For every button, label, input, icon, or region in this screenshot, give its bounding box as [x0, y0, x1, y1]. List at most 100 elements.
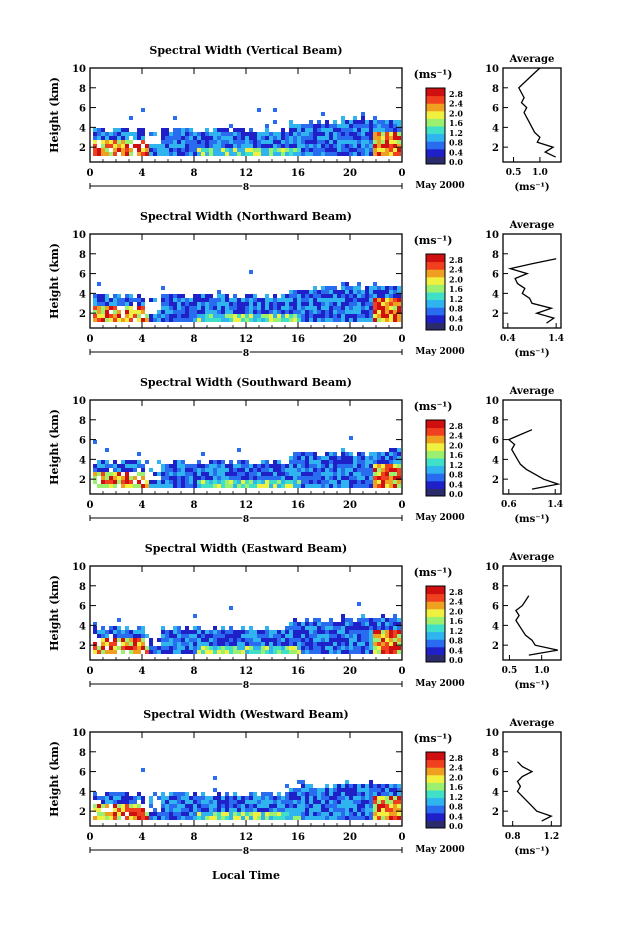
heatmap-cell [341, 642, 345, 646]
heatmap-cell [397, 472, 401, 476]
heatmap-cell [285, 804, 289, 808]
heatmap-cell [293, 456, 297, 460]
heatmap-cell [305, 460, 309, 464]
heatmap-cell [141, 302, 145, 306]
heatmap-cell [225, 484, 229, 488]
heatmap-cell [337, 128, 341, 132]
heatmap-cell [377, 136, 381, 140]
heatmap-cell [217, 310, 221, 314]
heatmap-cell [365, 476, 369, 480]
heatmap-cell [389, 622, 393, 626]
heatmap-cell [385, 456, 389, 460]
heatmap-cell [273, 460, 277, 464]
heatmap-cell [237, 140, 241, 144]
heatmap-cell [121, 302, 125, 306]
heatmap-cell [373, 128, 377, 132]
heatmap-cell [365, 152, 369, 156]
heatmap-cell [321, 314, 325, 318]
heatmap-cell [293, 464, 297, 468]
heatmap-cell [337, 630, 341, 634]
heatmap-cell [105, 148, 109, 152]
heatmap-cell [389, 484, 393, 488]
heatmap-cell [261, 476, 265, 480]
heatmap-cell [285, 646, 289, 650]
heatmap-cell [109, 476, 113, 480]
heatmap-cell [201, 480, 205, 484]
heatmap-cell [129, 318, 133, 322]
heatmap-cell [185, 634, 189, 638]
heatmap-cell [301, 456, 305, 460]
heatmap-cell [377, 788, 381, 792]
heatmap-cell [173, 638, 177, 642]
heatmap-cell [389, 298, 393, 302]
heatmap-cell [373, 140, 377, 144]
heatmap-cell [197, 634, 201, 638]
colorbar-swatch [426, 322, 445, 331]
heatmap-cell [133, 144, 137, 148]
heatmap-cell [309, 650, 313, 654]
heatmap-cell [221, 152, 225, 156]
heatmap-cell [237, 298, 241, 302]
heatmap-cell [213, 642, 217, 646]
heatmap-cell [201, 136, 205, 140]
heatmap-cell [385, 318, 389, 322]
heatmap-cell [361, 484, 365, 488]
colorbar-tick-label: 2.0 [449, 274, 463, 284]
heatmap-cell [369, 618, 373, 622]
avg-x-tick-label: 1.0 [532, 168, 548, 178]
heatmap-cell [325, 638, 329, 642]
heatmap-cell [141, 464, 145, 468]
heatmap-cell [345, 318, 349, 322]
heatmap-cell [357, 480, 361, 484]
heatmap-cell [333, 306, 337, 310]
heatmap-cell [177, 634, 181, 638]
heatmap-cell [157, 152, 161, 156]
x-tick-label: 16 [291, 666, 305, 677]
heatmap-cell [313, 310, 317, 314]
heatmap-cell [229, 132, 233, 136]
heatmap-cell [161, 646, 165, 650]
heatmap-cell [389, 152, 393, 156]
heatmap-cell [321, 630, 325, 634]
heatmap-cell [229, 796, 233, 800]
heatmap-cell [329, 456, 333, 460]
heatmap-cell [245, 310, 249, 314]
heatmap-cell [345, 452, 349, 456]
heatmap-cell [161, 294, 165, 298]
heatmap-cell [361, 812, 365, 816]
heatmap-cell [145, 650, 149, 654]
heatmap-cell [189, 140, 193, 144]
heatmap-cell [273, 484, 277, 488]
heatmap-cell [333, 120, 337, 124]
heatmap-cell [277, 816, 281, 820]
heatmap-cell [233, 140, 237, 144]
heatmap-cell [397, 298, 401, 302]
heatmap-cell [145, 314, 149, 318]
heatmap-cell [209, 800, 213, 804]
heatmap-cell [137, 136, 141, 140]
heatmap-cell [133, 464, 137, 468]
heatmap-cell [121, 646, 125, 650]
heatmap-cell [125, 816, 129, 820]
heatmap-cell [209, 144, 213, 148]
heatmap-cell [397, 480, 401, 484]
heatmap-cell [301, 144, 305, 148]
heatmap-cell [361, 314, 365, 318]
heatmap-cell [285, 144, 289, 148]
heatmap-cell [153, 480, 157, 484]
heatmap-cell [265, 472, 269, 476]
heatmap-cell [281, 808, 285, 812]
colorbar-swatch [426, 141, 445, 150]
heatmap-cell [205, 294, 209, 298]
heatmap-cell [161, 816, 165, 820]
heatmap-cell [185, 800, 189, 804]
heatmap-cell [289, 800, 293, 804]
heatmap-cell [389, 286, 393, 290]
heatmap-cell [241, 136, 245, 140]
heatmap-cell [101, 294, 105, 298]
heatmap-cell [241, 318, 245, 322]
y-tick-label: 10 [72, 64, 86, 75]
heatmap-cell [321, 140, 325, 144]
heatmap-cell [341, 650, 345, 654]
heatmap-cell [173, 136, 177, 140]
